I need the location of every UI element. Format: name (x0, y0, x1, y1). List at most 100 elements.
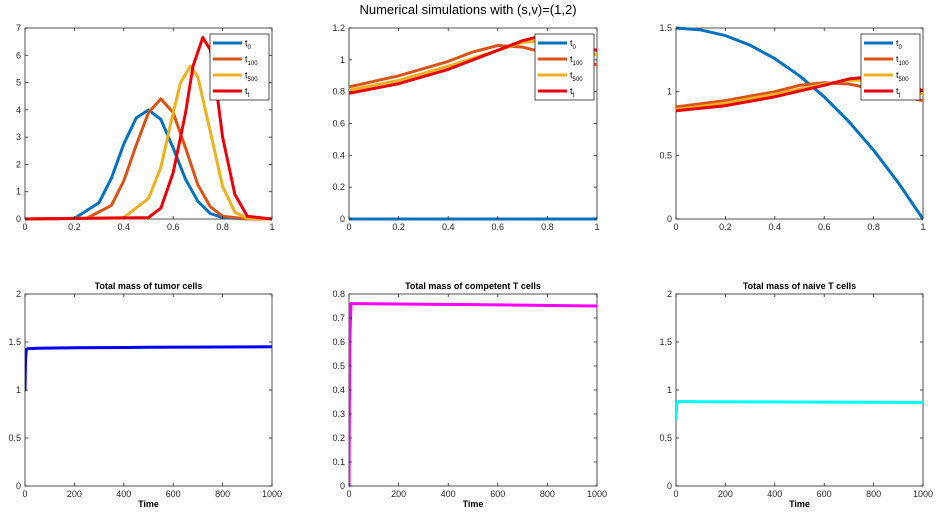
panel-4: 0 200 400 600 800 1000 0 0.5 1 1.5 2 Total mass of … (8, 281, 282, 509)
legend-label-subscript: 500 (248, 77, 259, 83)
y-tick-label: 0.2 (332, 433, 345, 443)
x-tick-label: 400 (441, 489, 456, 499)
x-tick-label: 0.2 (719, 222, 732, 232)
y-tick-label: 2 (16, 159, 21, 169)
y-tick-label: 0 (340, 481, 345, 491)
y-tick-label: 0 (16, 214, 21, 224)
y-tick-label: 0.5 (8, 433, 21, 443)
x-tick-label: 0.4 (442, 222, 455, 232)
legend-label-subscript: 500 (573, 77, 584, 83)
x-tick-label: 400 (767, 489, 782, 499)
y-tick-label: 0.3 (332, 409, 345, 419)
x-tick-label: 1000 (262, 489, 282, 499)
y-tick-label: 1.5 (8, 337, 21, 347)
y-tick-label: 0.4 (332, 385, 345, 395)
x-tick-label: 600 (166, 489, 181, 499)
y-tick-label: 1 (16, 385, 21, 395)
x-axis-label: Time (463, 499, 484, 509)
legend: t0t100t500tf (210, 34, 269, 100)
y-tick-label: 6 (16, 50, 21, 60)
legend-label-subscript: 100 (248, 61, 259, 67)
y-tick-label: 2 (16, 289, 21, 299)
y-tick-label: 0.5 (332, 361, 345, 371)
legend-label-subscript: 100 (573, 61, 584, 67)
x-tick-label: 0.6 (818, 222, 831, 232)
y-tick-label: 1 (667, 87, 672, 97)
y-tick-label: 1 (340, 55, 345, 65)
x-tick-label: 0.8 (541, 222, 554, 232)
plot-area (676, 294, 923, 486)
x-tick-label: 800 (540, 489, 555, 499)
legend-label-subscript: 500 (899, 77, 910, 83)
figure-title: Numerical simulations with (s,v)=(1,2) (359, 2, 576, 17)
y-tick-label: 0.5 (659, 433, 672, 443)
y-tick-label: 0 (667, 214, 672, 224)
y-tick-label: 7 (16, 23, 21, 33)
plot-area (349, 294, 597, 486)
x-tick-label: 200 (718, 489, 733, 499)
plot-area (25, 294, 272, 486)
y-tick-label: 0.6 (332, 337, 345, 347)
y-tick-label: 1.5 (659, 337, 672, 347)
x-tick-label: 400 (116, 489, 131, 499)
x-tick-label: 0.4 (769, 222, 782, 232)
x-tick-label: 1 (920, 222, 925, 232)
x-tick-label: 0 (346, 489, 351, 499)
x-tick-label: 0.8 (867, 222, 880, 232)
panel-6: 0 200 400 600 800 1000 0 0.5 1 1.5 2 Total mass of … (659, 281, 933, 509)
y-tick-label: 0.4 (332, 150, 345, 160)
y-tick-label: 0.8 (332, 289, 345, 299)
x-tick-label: 1000 (913, 489, 933, 499)
x-tick-label: 200 (391, 489, 406, 499)
y-tick-label: 0.6 (332, 119, 345, 129)
x-axis-label: Time (138, 499, 159, 509)
panel-5: 0 200 400 600 800 1000 0 0.1 0.2 0.3 0.4 0.5 0.6 0.7 0… (332, 281, 607, 509)
x-axis-label: Time (789, 499, 810, 509)
x-tick-label: 200 (67, 489, 82, 499)
y-tick-label: 0 (16, 481, 21, 491)
x-tick-label: 600 (817, 489, 832, 499)
panel-2: 0 0.2 0.4 0.6 0.8 1 0 0.2 0.4 0.6 0.8 1 1.2 t0t100t50… (332, 23, 599, 232)
legend-label-subscript: 100 (899, 61, 910, 67)
y-tick-label: 1 (16, 187, 21, 197)
x-tick-label: 1000 (587, 489, 607, 499)
x-tick-label: 600 (490, 489, 505, 499)
x-tick-label: 1 (594, 222, 599, 232)
y-tick-label: 0 (667, 481, 672, 491)
y-tick-label: 0.2 (332, 182, 345, 192)
y-tick-label: 1.5 (659, 23, 672, 33)
y-tick-label: 0 (340, 214, 345, 224)
x-tick-label: 800 (866, 489, 881, 499)
x-tick-label: 0.4 (118, 222, 131, 232)
x-tick-label: 0.8 (216, 222, 229, 232)
x-tick-label: 0 (22, 222, 27, 232)
x-tick-label: 800 (215, 489, 230, 499)
y-tick-label: 1.2 (332, 23, 345, 33)
x-tick-label: 0.2 (68, 222, 81, 232)
x-tick-label: 0.2 (392, 222, 405, 232)
x-tick-label: 0 (673, 489, 678, 499)
y-tick-label: 0.7 (332, 313, 345, 323)
y-tick-label: 0.1 (332, 457, 345, 467)
panel-title: Total mass of tumor cells (95, 281, 203, 291)
y-tick-label: 0.5 (659, 150, 672, 160)
panel-title: Total mass of naive T cells (743, 281, 856, 291)
y-tick-label: 1 (667, 385, 672, 395)
x-tick-label: 0 (673, 222, 678, 232)
y-tick-label: 4 (16, 105, 21, 115)
x-tick-label: 0 (346, 222, 351, 232)
x-tick-label: 0.6 (167, 222, 180, 232)
y-tick-label: 5 (16, 78, 21, 88)
x-tick-label: 0 (22, 489, 27, 499)
y-tick-label: 3 (16, 132, 21, 142)
x-tick-label: 1 (269, 222, 274, 232)
panel-title: Total mass of competent T cells (405, 281, 541, 291)
y-tick-label: 2 (667, 289, 672, 299)
x-tick-label: 0.6 (492, 222, 505, 232)
y-tick-label: 0.8 (332, 87, 345, 97)
